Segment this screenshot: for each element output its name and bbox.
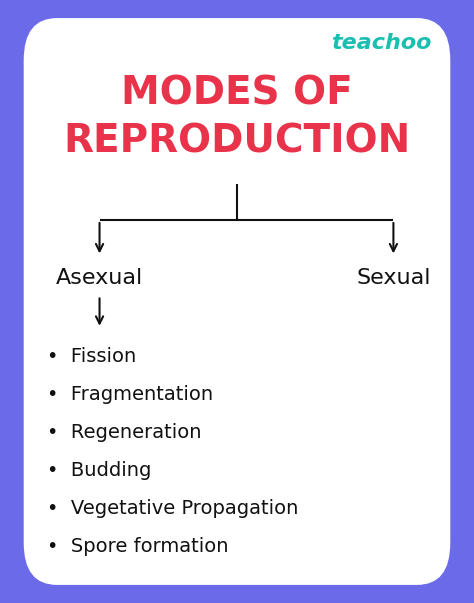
Text: MODES OF: MODES OF	[121, 74, 353, 113]
Text: •  Spore formation: • Spore formation	[47, 537, 229, 556]
FancyBboxPatch shape	[24, 18, 450, 585]
Text: •  Budding: • Budding	[47, 461, 152, 480]
Text: Asexual: Asexual	[56, 268, 143, 288]
Text: Sexual: Sexual	[356, 268, 431, 288]
Text: •  Fragmentation: • Fragmentation	[47, 385, 213, 404]
Text: •  Fission: • Fission	[47, 347, 137, 366]
Text: •  Regeneration: • Regeneration	[47, 423, 202, 442]
Text: teachoo: teachoo	[331, 33, 431, 53]
Text: REPRODUCTION: REPRODUCTION	[64, 122, 410, 161]
Text: •  Vegetative Propagation: • Vegetative Propagation	[47, 499, 299, 518]
